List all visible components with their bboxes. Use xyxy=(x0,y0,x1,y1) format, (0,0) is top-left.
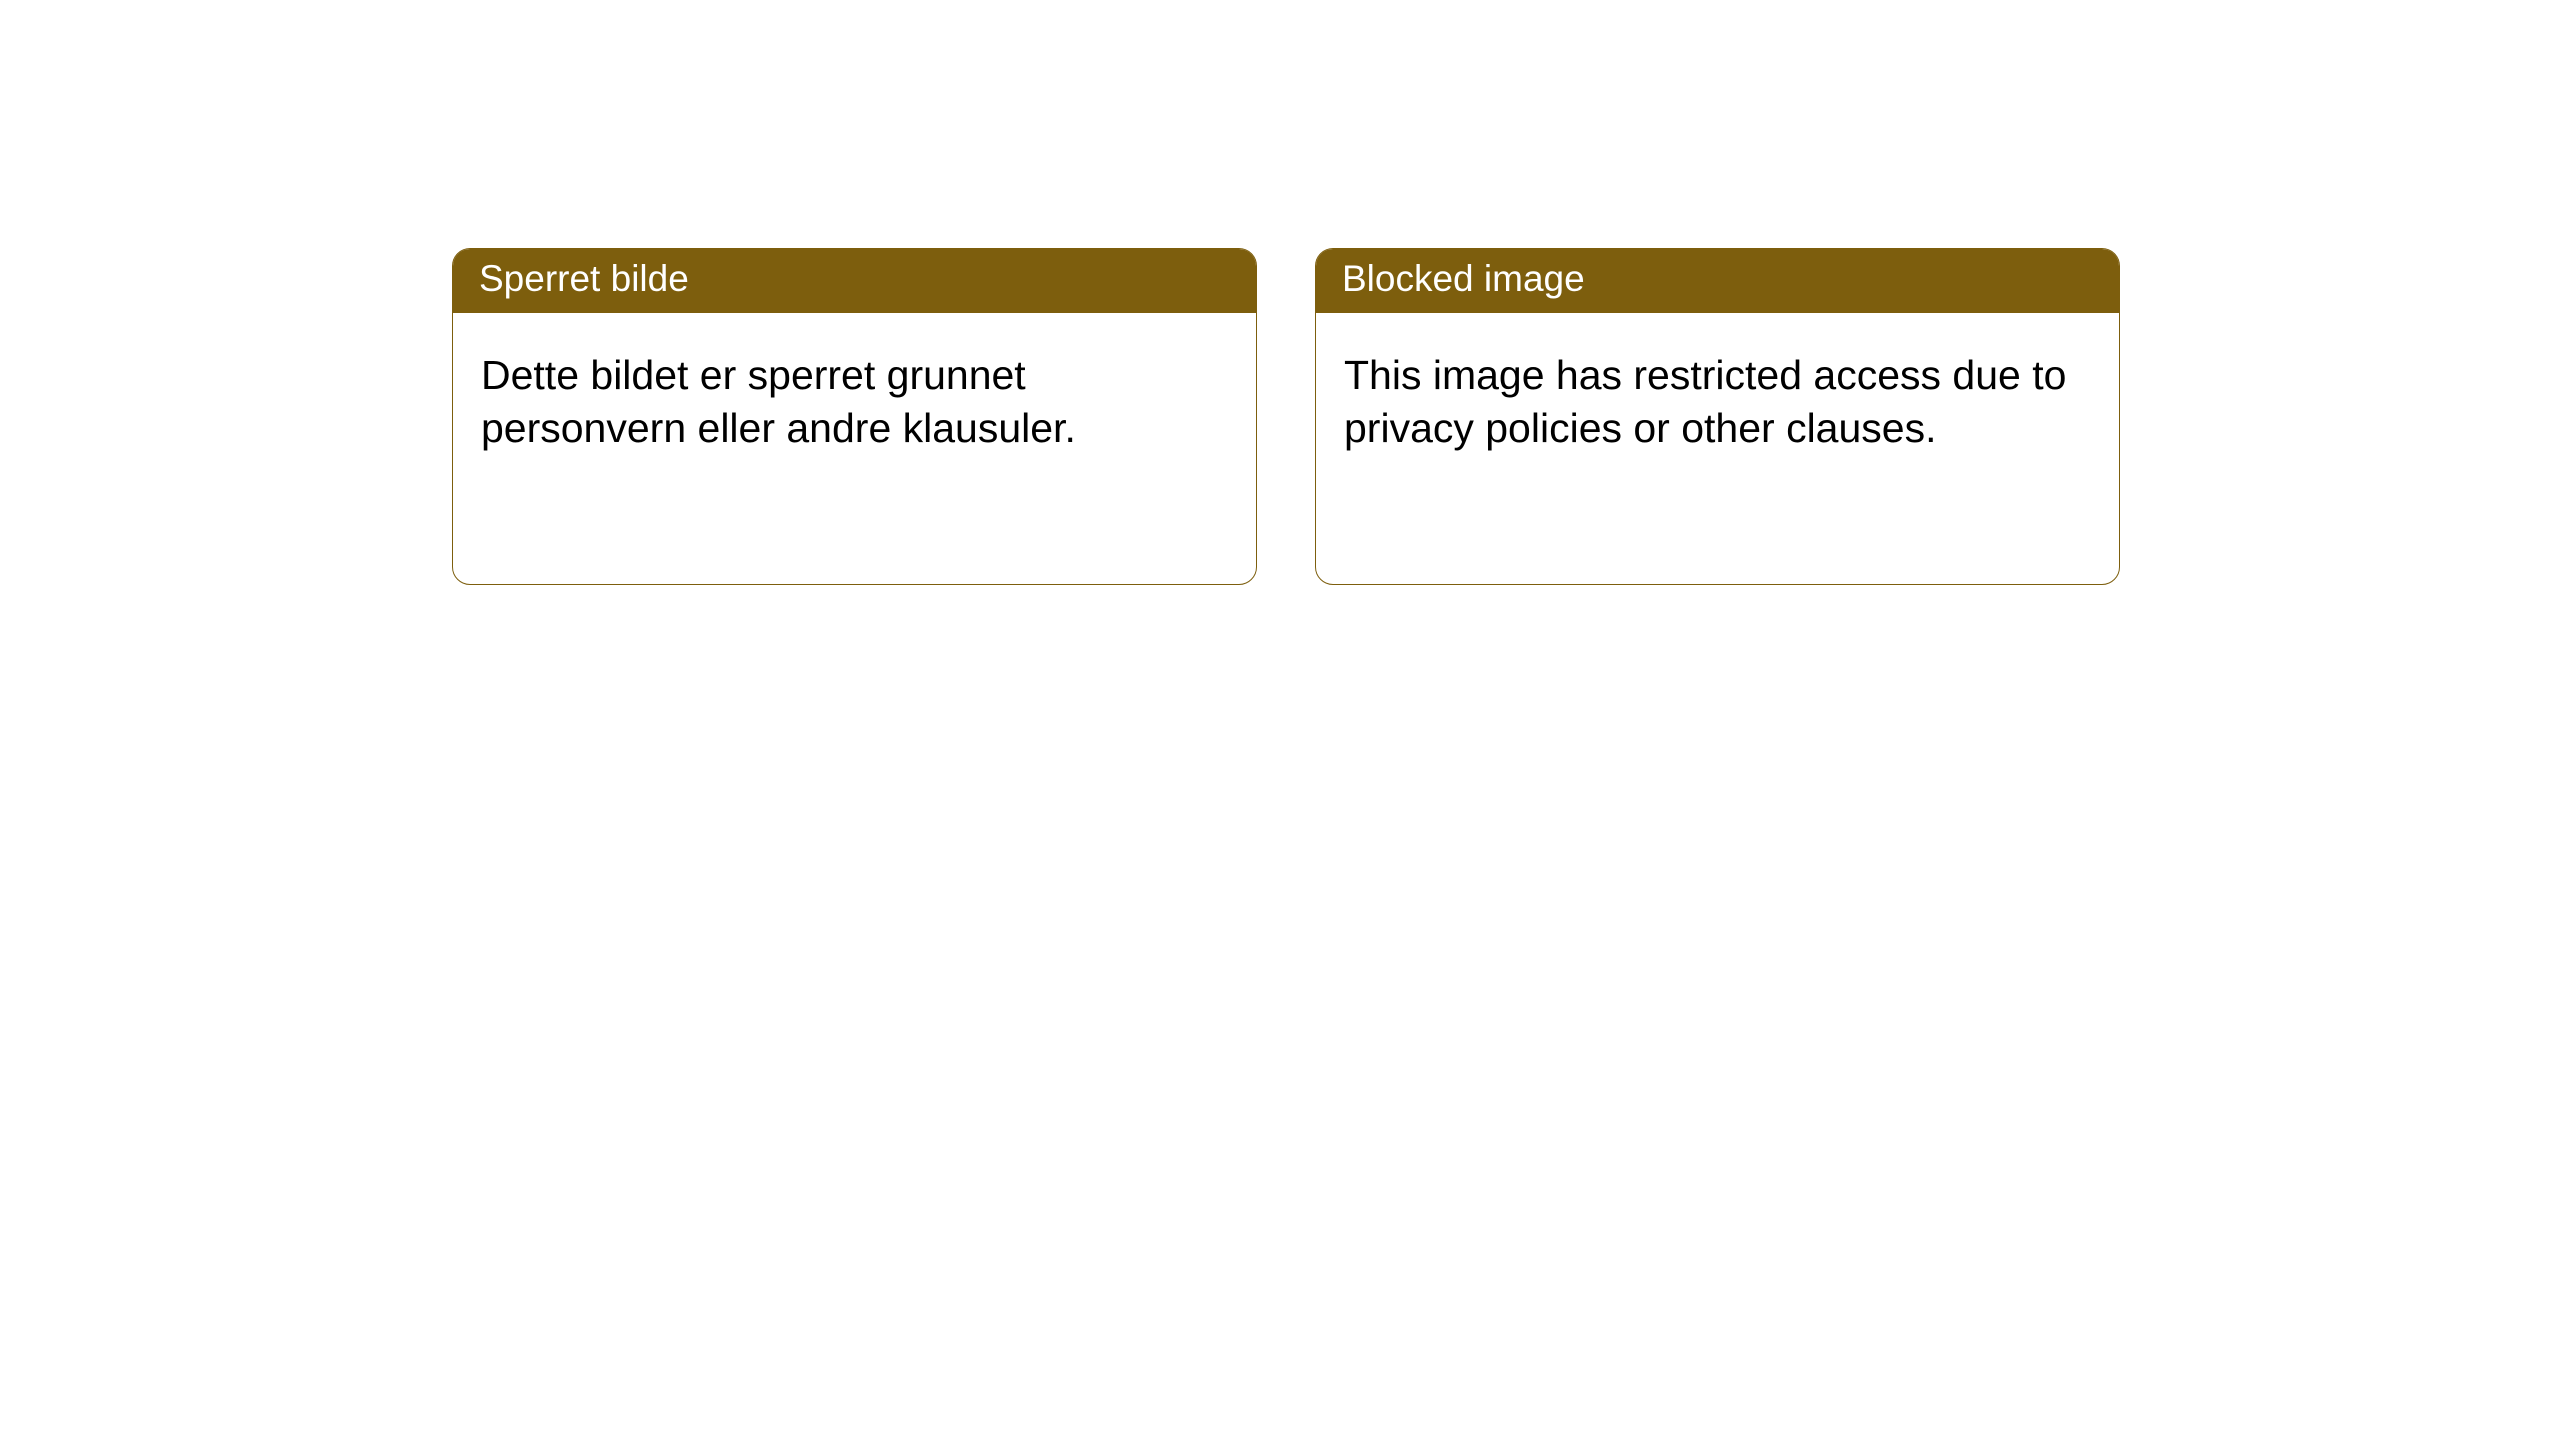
notice-card-norwegian: Sperret bilde Dette bildet er sperret gr… xyxy=(452,248,1257,585)
notice-card-english: Blocked image This image has restricted … xyxy=(1315,248,2120,585)
notice-body: This image has restricted access due to … xyxy=(1316,313,2119,490)
notice-title: Blocked image xyxy=(1316,249,2119,313)
notice-title: Sperret bilde xyxy=(453,249,1256,313)
notice-body: Dette bildet er sperret grunnet personve… xyxy=(453,313,1256,490)
notice-container: Sperret bilde Dette bildet er sperret gr… xyxy=(452,248,2120,585)
